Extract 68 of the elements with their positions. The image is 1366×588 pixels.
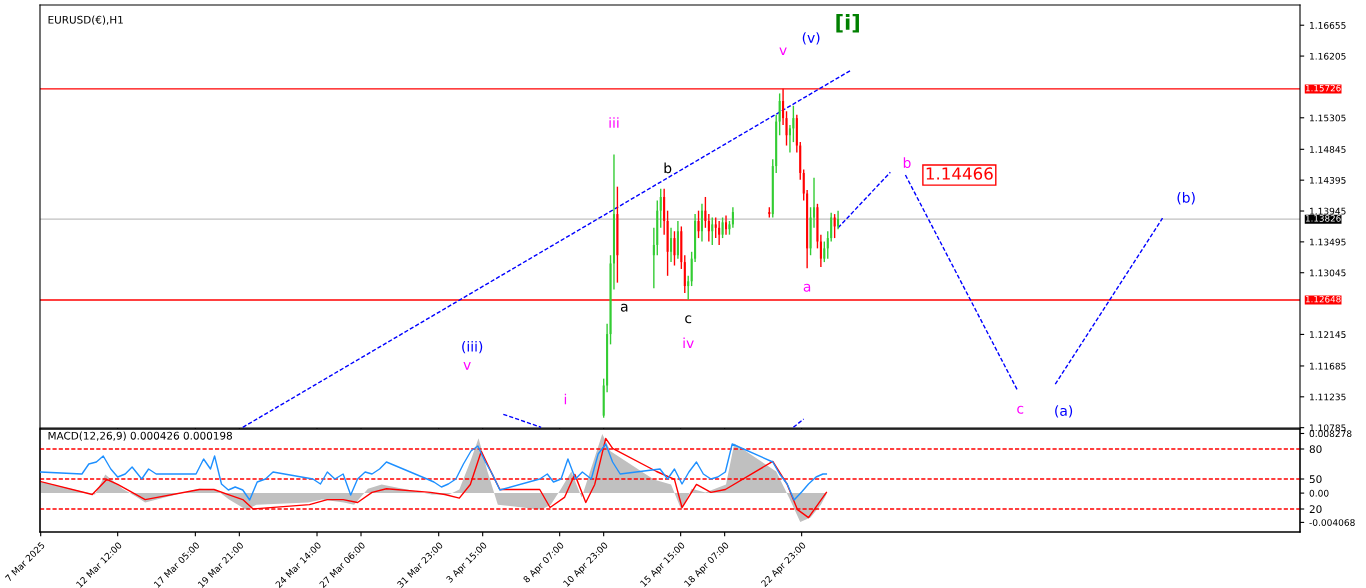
- candlestick: [659, 188, 662, 229]
- y-tick-label: 1.13495: [1310, 238, 1346, 246]
- candlestick: [768, 206, 771, 219]
- candlestick: [819, 233, 822, 268]
- candlestick: [670, 227, 673, 263]
- candlestick: [666, 209, 669, 277]
- y-tick-label: 1.14845: [1310, 146, 1346, 153]
- candlestick: [700, 203, 703, 243]
- annotation: (b): [1177, 192, 1195, 205]
- y-tick-label: 1.11685: [1310, 362, 1346, 370]
- candlestick: [731, 206, 734, 229]
- y-tick-label: 0.00: [1309, 489, 1329, 497]
- annotation: a: [803, 283, 811, 292]
- y-tick-label: 1.15305: [1310, 114, 1346, 122]
- annotation: iv: [683, 337, 694, 349]
- candlestick: [721, 216, 724, 239]
- y2-tick-label: 20: [1309, 505, 1322, 514]
- y-tick-label: -0.004068: [1309, 519, 1355, 526]
- text: EURUSD(€),H1: [48, 15, 123, 25]
- ref-line-label: 1.13826: [1306, 215, 1341, 222]
- candlestick: [724, 214, 728, 236]
- y-tick-label: 1.13945: [1310, 207, 1346, 215]
- annotation: c: [1017, 405, 1024, 414]
- candlestick: [687, 275, 690, 301]
- annotation: c: [685, 315, 692, 324]
- annotation: [i]: [836, 13, 859, 33]
- y-tick-label: 1.12145: [1310, 331, 1346, 338]
- candlestick: [676, 220, 679, 260]
- candlestick: [663, 188, 666, 236]
- candlestick: [826, 230, 829, 260]
- y2-tick-label: 50: [1309, 475, 1322, 484]
- annotation: v: [779, 47, 787, 55]
- y-tick-label: 0.008278: [1309, 430, 1352, 438]
- candlestick: [704, 196, 707, 229]
- ref-line-label: 1.15726: [1306, 84, 1341, 92]
- annotation: b: [903, 157, 911, 168]
- y-tick-label: 1.10785: [1310, 424, 1346, 432]
- y-tick-label: 1.14395: [1310, 176, 1346, 184]
- annotation: (a): [1055, 405, 1073, 418]
- annotation: (iii): [462, 340, 483, 354]
- candlestick: [823, 240, 826, 263]
- candlestick: [673, 230, 676, 267]
- candlestick: [711, 216, 714, 246]
- annotation: 1.14466: [926, 167, 993, 180]
- annotation: a: [620, 303, 628, 312]
- annotation: b: [664, 162, 672, 174]
- ref-line-label: 1.12648: [1306, 295, 1341, 303]
- y2-tick-label: 80: [1309, 445, 1322, 454]
- annotation: v: [463, 362, 471, 370]
- candlestick: [816, 203, 819, 250]
- candlestick: [616, 185, 619, 284]
- candlestick: [697, 209, 700, 239]
- y-tick-label: 1.11235: [1310, 393, 1346, 401]
- candlestick: [707, 213, 710, 243]
- line-series: [40, 443, 828, 501]
- candlestick: [830, 212, 833, 243]
- y-tick-label: 1.16655: [1310, 21, 1346, 29]
- annotation: iii: [609, 117, 619, 128]
- candlestick: [778, 92, 781, 136]
- candlestick: [728, 220, 731, 236]
- candlestick: [683, 254, 686, 294]
- annotation: i: [564, 393, 567, 405]
- y-tick-label: 1.16205: [1310, 52, 1346, 60]
- annotation: (v): [802, 32, 820, 45]
- candlestick: [718, 220, 721, 246]
- chart-title: MACD(12,26,9) 0.000426 0.000198: [48, 431, 232, 441]
- y-tick-label: 1.13045: [1310, 269, 1346, 277]
- candlestick: [680, 225, 683, 270]
